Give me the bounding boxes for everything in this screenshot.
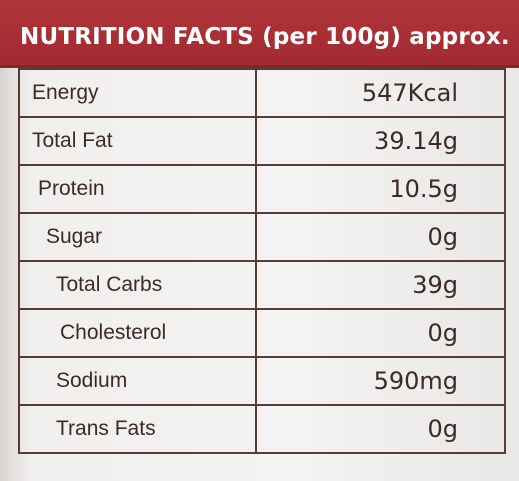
header: NUTRITION FACTS (per 100g) approx. <box>0 0 519 68</box>
nutrient-value: 547Kcal <box>255 68 506 118</box>
nutrient-value: 0g <box>255 404 506 454</box>
row: Sugar 0g <box>18 212 506 262</box>
nutrient-value: 0g <box>255 308 506 358</box>
row: Total Carbs 39g <box>18 260 506 310</box>
nutrient-name: Cholesterol <box>18 308 257 358</box>
nutrient-name: Total Carbs <box>18 260 257 310</box>
nutrient-name: Protein <box>18 164 257 214</box>
nutrient-name: Sodium <box>18 356 257 406</box>
nutrient-name: Total Fat <box>18 116 257 166</box>
nutrient-value: 0g <box>255 212 506 262</box>
nutrient-value: 39g <box>255 260 506 310</box>
row: Total Fat 39.14g <box>18 116 506 166</box>
row: Sodium 590mg <box>18 356 506 406</box>
row: Energy 547Kcal <box>18 68 506 118</box>
row: Cholesterol 0g <box>18 308 506 358</box>
nutrition-table: Energy 547Kcal Total Fat 39.14g Protein 10.5g… <box>18 68 506 454</box>
nutrient-name: Trans Fats <box>18 404 257 454</box>
nutrient-name: Sugar <box>18 212 257 262</box>
nutrient-name: Energy <box>18 68 257 118</box>
nutrient-value: 10.5g <box>255 164 506 214</box>
nutrient-value: 39.14g <box>255 116 506 166</box>
row: Protein 10.5g <box>18 164 506 214</box>
row: Trans Fats 0g <box>18 404 506 454</box>
nutrient-value: 590mg <box>255 356 506 406</box>
title: NUTRITION FACTS (per 100g) approx. <box>20 24 510 50</box>
